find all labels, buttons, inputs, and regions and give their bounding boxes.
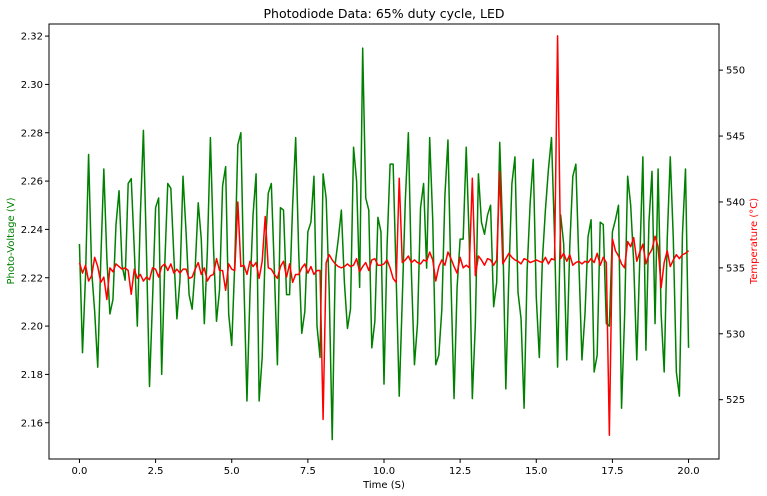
x-axis-ticks: 0.0 2.5 5.0 7.5 10.0 12.5 15.0 17.5 20.0 [72, 459, 700, 477]
x-tick-label: 2.5 [148, 466, 164, 477]
left-y-tick-label: 2.18 [21, 370, 43, 381]
temperature-series-line [78, 35, 690, 437]
x-tick-label: 0.0 [72, 466, 88, 477]
left-y-tick-label: 2.28 [21, 128, 43, 139]
left-y-tick-label: 2.32 [21, 32, 43, 43]
left-y-tick-label: 2.30 [21, 80, 43, 91]
x-tick-label: 17.5 [601, 466, 623, 477]
right-y-tick-label: 530 [726, 329, 745, 340]
x-tick-label: 15.0 [525, 466, 547, 477]
x-tick-label: 10.0 [373, 466, 395, 477]
x-tick-label: 12.5 [449, 466, 471, 477]
right-y-axis-label: Temperature (°C) [749, 198, 760, 285]
right-y-tick-label: 525 [726, 395, 745, 406]
left-y-tick-label: 2.24 [21, 225, 43, 236]
x-tick-label: 7.5 [300, 466, 316, 477]
series-layer [78, 35, 690, 441]
left-y-tick-label: 2.20 [21, 322, 43, 333]
right-y-tick-label: 545 [726, 132, 745, 143]
x-tick-label: 20.0 [677, 466, 699, 477]
right-y-axis-ticks: 525 530 535 540 545 550 [719, 66, 745, 406]
right-y-tick-label: 540 [726, 197, 745, 208]
x-axis-label: Time (S) [362, 480, 405, 491]
right-y-tick-label: 550 [726, 66, 745, 77]
x-tick-label: 5.0 [224, 466, 240, 477]
left-y-tick-label: 2.26 [21, 177, 43, 188]
left-y-tick-label: 2.16 [21, 418, 43, 429]
right-y-tick-label: 535 [726, 263, 745, 274]
left-y-axis-label: Photo-Voltage (V) [6, 197, 17, 284]
left-y-axis-ticks: 2.16 2.18 2.20 2.22 2.24 2.26 2.28 2.30 2.32 [21, 32, 49, 429]
left-y-tick-label: 2.22 [21, 273, 43, 284]
chart-title: Photodiode Data: 65% duty cycle, LED [264, 6, 505, 21]
